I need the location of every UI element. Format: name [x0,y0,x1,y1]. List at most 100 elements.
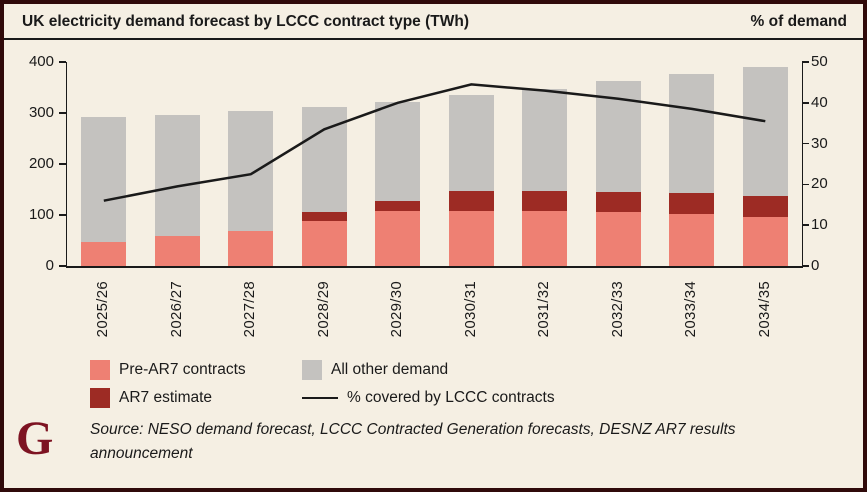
right-axis-tick-label: 30 [811,134,828,152]
bar-2026-27 [154,114,200,266]
right-axis-tick-label: 40 [811,93,828,111]
bar-segment-other [742,67,788,197]
left-axis-tick-label: 300 [28,104,54,121]
bar-segment-ar7 [522,190,568,212]
legend-label: % covered by LCCC contracts [347,389,555,406]
x-axis-label-cell: 2034/35 [728,273,802,357]
left-axis-tick [59,112,66,114]
publisher-logo: G [16,412,54,465]
x-axis-label: 2033/34 [682,281,700,338]
chart-header: UK electricity demand forecast by LCCC c… [4,4,863,40]
source-text: Source: NESO demand forecast, LCCC Contr… [90,421,736,463]
x-axis-label: 2027/28 [241,281,259,338]
left-axis-tick [59,265,66,267]
bar-segment-other [669,73,715,194]
footer: G Source: NESO demand forecast, LCCC Con… [4,408,863,466]
bar-2029-30 [375,101,421,266]
left-axis-tick [59,214,66,216]
x-axis-label-cell: 2028/29 [287,273,361,357]
x-axis-label: 2029/30 [388,281,406,338]
bar-2034-35 [742,67,788,266]
bar-segment-other [595,81,641,193]
bar-segment-other [375,101,421,201]
left-axis-tick-label: 400 [28,53,54,70]
right-axis-tick [802,142,809,145]
bar-segment-pre_ar7 [448,211,494,266]
legend-label: All other demand [331,361,449,378]
pre-ar7-swatch-icon [90,360,110,380]
bar-segment-pre_ar7 [301,221,347,266]
right-axis-tick-label: 0 [811,257,820,274]
bar-2033-34 [669,73,715,266]
left-axis-tick [59,163,66,165]
bar-segment-other [154,114,200,237]
chart-title: UK electricity demand forecast by LCCC c… [22,13,469,30]
bar-segment-ar7 [301,212,347,222]
bar-segment-pre_ar7 [81,242,127,266]
x-axis-labels: 2025/26 2026/27 2027/28 2028/29 2029/30 2030/… [66,273,801,357]
x-axis-label: 2025/26 [94,281,112,338]
right-axis-tick [802,183,809,186]
right-axis-tick-label: 10 [811,216,828,234]
bar-2031-32 [522,88,568,266]
right-axis-tick [802,102,809,104]
x-axis-label: 2028/29 [314,281,332,338]
right-axis-tick-label: 20 [811,175,828,193]
right-axis-title: % of demand [750,13,847,30]
bar-segment-pre_ar7 [595,212,641,266]
bar-series [67,62,802,266]
x-axis-label-cell: 2026/27 [140,273,214,357]
line-swatch-icon [302,388,338,408]
bar-segment-ar7 [375,200,421,211]
x-axis-label: 2032/33 [608,281,626,338]
bar-segment-pre_ar7 [154,236,200,266]
x-axis-label-cell: 2033/34 [654,273,728,357]
legend-item-other-demand: All other demand [302,360,555,380]
ar7-swatch-icon [90,388,110,408]
bar-segment-other [81,116,127,243]
legend: Pre-AR7 contracts All other demand AR7 e… [90,360,863,408]
bar-2028-29 [301,106,347,266]
left-axis-tick-label: 200 [28,155,54,172]
bar-segment-pre_ar7 [375,210,421,266]
x-axis-label: 2031/32 [535,281,553,338]
bar-segment-pre_ar7 [742,216,788,266]
x-axis-label-cell: 2030/31 [434,273,508,357]
bar-segment-other [448,95,494,191]
bar-segment-pre_ar7 [522,211,568,266]
bar-segment-pre_ar7 [228,231,274,266]
x-axis-label: 2030/31 [461,281,479,338]
left-axis-tick-label: 0 [45,257,54,274]
right-axis-tick [802,265,809,267]
legend-item-line: % covered by LCCC contracts [302,388,555,408]
x-axis-label: 2026/27 [167,281,185,338]
x-axis-label-cell: 2029/30 [360,273,434,357]
bar-segment-other [522,88,568,191]
bar-2032-33 [595,81,641,266]
bar-2030-31 [448,95,494,266]
chart-area: 2025/26 2026/27 2027/28 2028/29 2029/30 2030/… [4,40,863,358]
bar-segment-pre_ar7 [669,213,715,266]
bar-segment-ar7 [669,193,715,214]
x-axis-label-cell: 2031/32 [507,273,581,357]
plot-area [66,62,803,268]
bar-segment-ar7 [448,190,494,212]
bar-segment-other [228,111,274,232]
legend-item-ar7: AR7 estimate [90,388,302,408]
legend-label: AR7 estimate [119,389,213,406]
bar-2025-26 [81,116,127,266]
legend-label: Pre-AR7 contracts [119,361,246,378]
left-axis-tick [59,61,66,63]
right-axis-tick [802,224,809,226]
bar-2027-28 [228,111,274,266]
x-axis-label-cell: 2032/33 [581,273,655,357]
x-axis-label-cell: 2025/26 [66,273,140,357]
bar-segment-ar7 [595,192,641,213]
legend-item-pre-ar7: Pre-AR7 contracts [90,360,302,380]
x-axis-label-cell: 2027/28 [213,273,287,357]
left-axis-tick-label: 100 [28,206,54,223]
bar-segment-ar7 [742,196,788,217]
other-demand-swatch-icon [302,360,322,380]
right-axis-tick-label: 50 [811,53,828,70]
